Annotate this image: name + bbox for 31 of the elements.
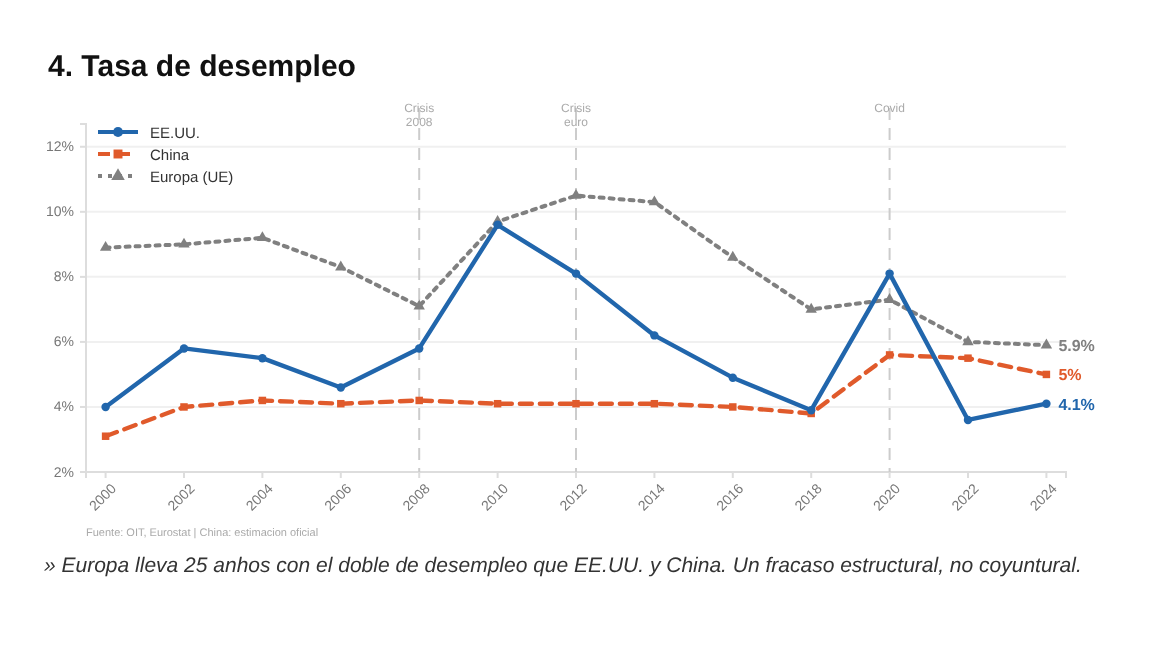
point [805,302,817,313]
point [101,402,110,412]
data-label: 4.1% [1058,395,1095,414]
point [964,354,972,362]
text: » Europa lleva 25 anhos con el doble de desempleo que EE.UU. y China. Un fracaso estructural, no coyuntural. [44,552,1084,582]
point [650,331,659,340]
point [178,237,190,248]
point [963,415,973,425]
point [179,344,189,353]
point [728,373,738,382]
data-label: 5.9% [1058,337,1095,356]
point [1040,338,1053,349]
point [885,351,894,359]
point [258,353,267,363]
point [336,383,346,392]
point [101,432,110,440]
point [180,403,188,411]
point [729,403,737,411]
point [413,299,425,310]
point [414,344,424,353]
point [337,399,345,408]
point [493,220,502,230]
point [962,335,974,346]
data-label: 5% [1058,366,1082,385]
point [571,269,581,278]
point [415,396,423,405]
point [727,250,739,261]
chart-title: 4. Tasa de desempleo [48,50,356,84]
point [99,241,112,251]
point [1042,399,1051,408]
point [572,399,580,408]
